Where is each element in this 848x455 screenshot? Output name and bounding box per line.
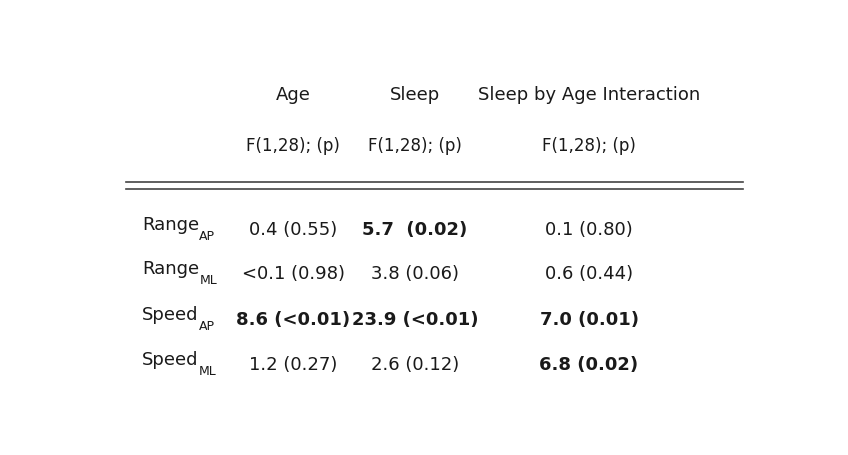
Text: F(1,28); (p): F(1,28); (p) <box>368 136 462 155</box>
Text: 6.8 (0.02): 6.8 (0.02) <box>539 356 639 374</box>
Text: Range: Range <box>142 216 199 234</box>
Text: 3.8 (0.06): 3.8 (0.06) <box>371 265 459 283</box>
Text: Speed: Speed <box>142 305 198 323</box>
Text: AP: AP <box>199 230 215 243</box>
Text: 0.1 (0.80): 0.1 (0.80) <box>545 221 633 239</box>
Text: ML: ML <box>199 273 217 286</box>
Text: <0.1 (0.98): <0.1 (0.98) <box>242 265 345 283</box>
Text: ML: ML <box>198 364 216 378</box>
Text: 1.2 (0.27): 1.2 (0.27) <box>249 356 338 374</box>
Text: Range: Range <box>142 260 199 278</box>
Text: 8.6 (<0.01): 8.6 (<0.01) <box>237 310 350 328</box>
Text: AP: AP <box>198 319 215 332</box>
Text: F(1,28); (p): F(1,28); (p) <box>542 136 636 155</box>
Text: Sleep: Sleep <box>390 86 440 104</box>
Text: Speed: Speed <box>142 351 198 369</box>
Text: 0.4 (0.55): 0.4 (0.55) <box>249 221 338 239</box>
Text: 23.9 (<0.01): 23.9 (<0.01) <box>352 310 478 328</box>
Text: F(1,28); (p): F(1,28); (p) <box>247 136 340 155</box>
Text: Age: Age <box>276 86 310 104</box>
Text: 7.0 (0.01): 7.0 (0.01) <box>539 310 639 328</box>
Text: 0.6 (0.44): 0.6 (0.44) <box>545 265 633 283</box>
Text: 2.6 (0.12): 2.6 (0.12) <box>371 356 459 374</box>
Text: Sleep by Age Interaction: Sleep by Age Interaction <box>478 86 700 104</box>
Text: 5.7  (0.02): 5.7 (0.02) <box>362 221 467 239</box>
